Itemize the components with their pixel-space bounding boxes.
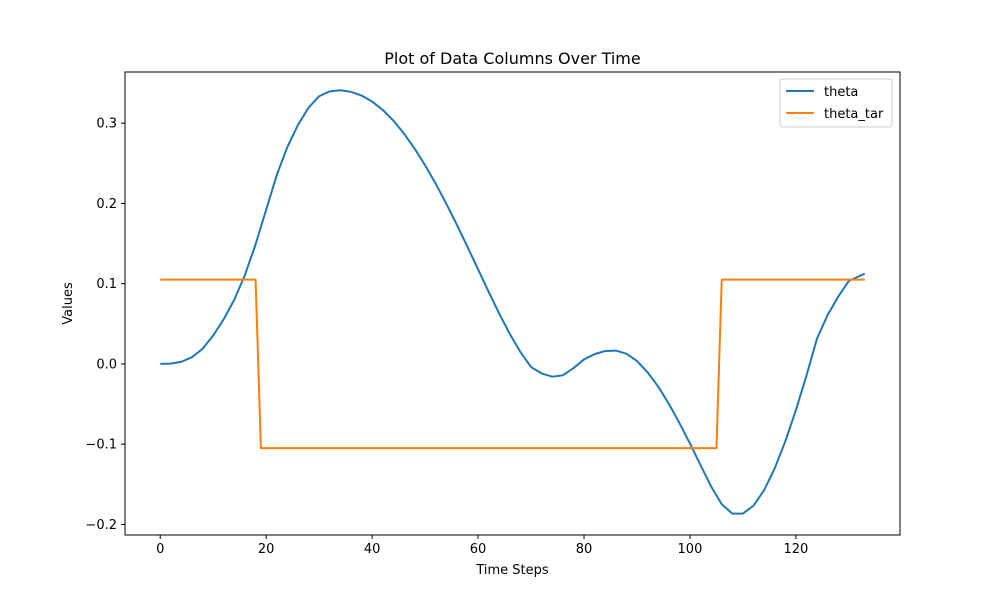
- x-axis-label: Time Steps: [475, 563, 549, 578]
- x-tick-label: 60: [470, 542, 487, 557]
- series-line-theta-tar: [160, 278, 865, 450]
- x-axis-ticks: 0 20 40 60 80 100 120: [156, 535, 808, 557]
- plot-area: [125, 72, 900, 535]
- x-tick-label: 20: [258, 542, 275, 557]
- x-tick-label: 100: [678, 542, 703, 557]
- legend-label-theta: theta: [824, 85, 858, 100]
- y-axis-ticks: −0.2 −0.1 0.0 0.1 0.2 0.3: [85, 117, 125, 533]
- y-tick-label: 0.2: [96, 197, 117, 212]
- x-tick-label: 0: [156, 542, 164, 557]
- plot-frame: [124, 71, 901, 536]
- series-layer: [160, 89, 866, 515]
- x-tick-label: 40: [364, 542, 381, 557]
- y-axis-label: Values: [61, 282, 76, 325]
- chart-title: Plot of Data Columns Over Time: [384, 49, 640, 68]
- x-tick-label: 120: [783, 542, 808, 557]
- legend-label-theta-tar: theta_tar: [824, 107, 884, 122]
- y-tick-label: 0.1: [96, 277, 117, 292]
- legend: theta theta_tar: [779, 78, 893, 128]
- y-tick-label: −0.2: [85, 518, 117, 533]
- series-line-theta: [160, 89, 866, 515]
- y-tick-label: 0.0: [96, 357, 117, 372]
- y-tick-label: 0.3: [96, 117, 117, 132]
- y-tick-label: −0.1: [85, 438, 117, 453]
- x-tick-label: 80: [576, 542, 593, 557]
